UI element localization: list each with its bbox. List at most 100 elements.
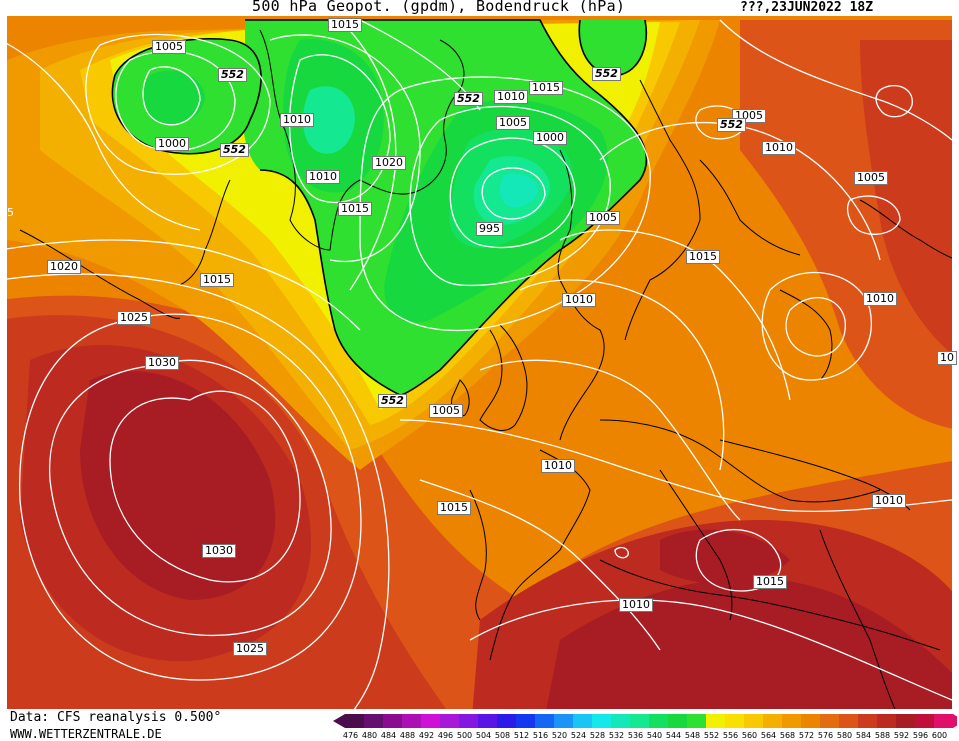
isobar-label: 1000 (155, 137, 189, 151)
scale-arrow-right (953, 714, 957, 728)
scale-tick-label: 504 (475, 731, 492, 740)
scale-tick-label: 488 (399, 731, 416, 740)
scale-swatch (896, 714, 915, 728)
scale-swatch (478, 714, 497, 728)
isobar-label: 1010 (863, 292, 897, 306)
scale-swatch (744, 714, 763, 728)
scale-tick-label: 584 (855, 731, 872, 740)
scale-swatch (459, 714, 478, 728)
scale-tick-label: 528 (589, 731, 606, 740)
isobar-label: 1010 (494, 90, 528, 104)
scale-swatch (383, 714, 402, 728)
scale-tick-label: 516 (532, 731, 549, 740)
isobar-label: 5 (7, 206, 14, 219)
scale-swatch (611, 714, 630, 728)
map-title: 500 hPa Geopot. (gpdm), Bodendruck (hPa) (252, 0, 626, 15)
isobar-label: 1015 (686, 250, 720, 264)
color-scale-bar (333, 714, 957, 728)
scale-tick-label: 480 (361, 731, 378, 740)
scale-tick-label: 560 (741, 731, 758, 740)
geopotential-label: 552 (592, 67, 621, 81)
isobar-label: 1010 (762, 141, 796, 155)
scale-tick-label: 492 (418, 731, 435, 740)
isobar-label: 1020 (372, 156, 406, 170)
geopotential-label: 552 (717, 118, 746, 132)
scale-swatch (440, 714, 459, 728)
isobar-label: 1030 (145, 356, 179, 370)
scale-tick-label: 500 (456, 731, 473, 740)
scale-swatch (535, 714, 554, 728)
scale-swatch (497, 714, 516, 728)
scale-tick-label: 544 (665, 731, 682, 740)
scale-swatch (877, 714, 896, 728)
isobar-label: 1025 (117, 311, 151, 325)
isobar-label: 1010 (306, 170, 340, 184)
scale-swatch (592, 714, 611, 728)
scale-swatch (421, 714, 440, 728)
isobar-label: 1005 (152, 40, 186, 54)
scale-tick-label: 568 (779, 731, 796, 740)
scale-tick-label: 508 (494, 731, 511, 740)
isobar-label: 1005 (854, 171, 888, 185)
scale-tick-label: 556 (722, 731, 739, 740)
isobar-label: 1030 (202, 544, 236, 558)
isobar-label: 1015 (328, 18, 362, 32)
geopotential-label: 552 (220, 143, 249, 157)
isobar-label: 1010 (872, 494, 906, 508)
isobar-label: 1010 (562, 293, 596, 307)
geopotential-label: 552 (378, 394, 407, 408)
scale-tick-label: 552 (703, 731, 720, 740)
isobar-label: 1025 (233, 642, 267, 656)
scale-swatch (554, 714, 573, 728)
scale-swatch (820, 714, 839, 728)
isobar-label: 1015 (200, 273, 234, 287)
data-source: Data: CFS reanalysis 0.500° (10, 710, 222, 725)
scale-tick-label: 596 (912, 731, 929, 740)
scale-tick-label: 548 (684, 731, 701, 740)
isobar-label: 10 (937, 351, 957, 365)
color-scale-labels: 476 480 484 488 492 496 500 504 508 512 516 520 524 5… (343, 731, 947, 741)
scale-swatch (782, 714, 801, 728)
scale-swatch (402, 714, 421, 728)
scale-tick-label: 588 (874, 731, 891, 740)
isobar-label: 1015 (753, 575, 787, 589)
scale-swatch (839, 714, 858, 728)
scale-swatch (934, 714, 953, 728)
scale-tick-label: 540 (646, 731, 663, 740)
isobar-label: 1015 (338, 202, 372, 216)
scale-swatch (345, 714, 364, 728)
scale-swatch (915, 714, 934, 728)
scale-tick-label: 576 (817, 731, 834, 740)
scale-swatch (763, 714, 782, 728)
scale-tick-label: 580 (836, 731, 853, 740)
scale-swatch (801, 714, 820, 728)
scale-swatch (630, 714, 649, 728)
scale-swatch (573, 714, 592, 728)
scale-tick-label: 564 (760, 731, 777, 740)
scale-swatch (649, 714, 668, 728)
scale-tick-label: 476 (342, 731, 359, 740)
isobars (7, 19, 952, 709)
isobar-label: 1010 (280, 113, 314, 127)
scale-tick-label: 536 (627, 731, 644, 740)
website-credit: WWW.WETTERZENTRALE.DE (10, 727, 162, 741)
isobar-label: 1020 (47, 260, 81, 274)
isobar-label: 1010 (541, 459, 575, 473)
geopotential-label: 552 (454, 92, 483, 106)
isobar-label: 1000 (533, 131, 567, 145)
scale-tick-label: 572 (798, 731, 815, 740)
scale-tick-label: 496 (437, 731, 454, 740)
valid-datetime: ???,23JUN2022 18Z (740, 0, 874, 15)
scale-swatch (668, 714, 687, 728)
isobar-label: 1005 (586, 211, 620, 225)
geopotential-field (7, 16, 952, 709)
scale-tick-label: 532 (608, 731, 625, 740)
scale-tick-label: 512 (513, 731, 530, 740)
isobar-label: 1005 (496, 116, 530, 130)
isobar-label: 1010 (619, 598, 653, 612)
scale-tick-label: 520 (551, 731, 568, 740)
scale-swatch (725, 714, 744, 728)
scale-swatch (364, 714, 383, 728)
scale-swatch (516, 714, 535, 728)
scale-tick-label: 600 (931, 731, 948, 740)
